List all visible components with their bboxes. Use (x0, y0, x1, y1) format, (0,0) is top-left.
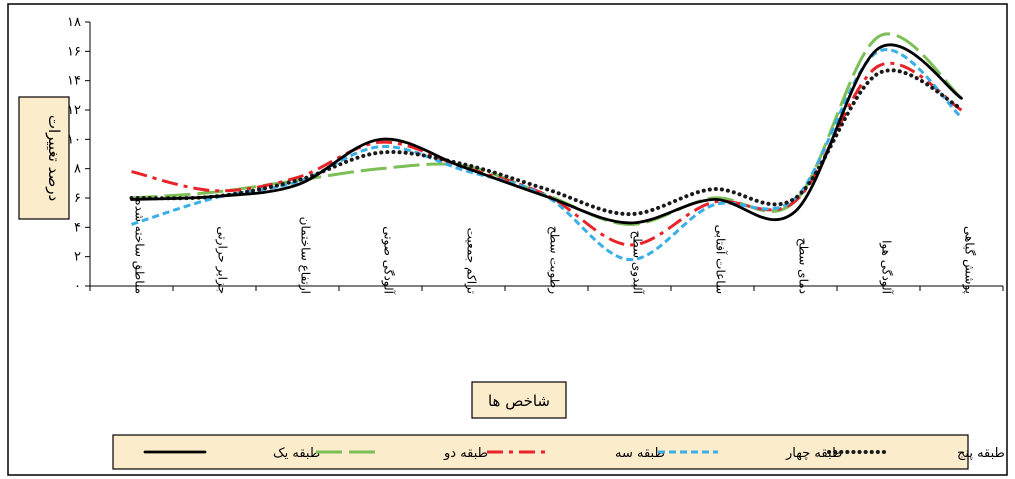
series-line-5 (129, 68, 964, 217)
x-axis-title-group: شاخص ها (471, 381, 567, 419)
legend-label-3: طبقه سه (615, 446, 665, 461)
y-tick-label: ۸ (74, 162, 81, 177)
x-category-label: جزایر حرارتی (215, 226, 230, 294)
legend-label-4: طبقه چهار (785, 446, 842, 461)
x-category-label: تراکم جمعیت (464, 228, 479, 294)
x-category-label: آلودگی هوا (879, 240, 895, 295)
plot-area: ۰ ۲ ۴ ۶ ۸ ۱۰ ۱۲ ۱۴ ۱۶ ۱۸ مناطق ساخته شده جزایر حرا… (67, 15, 1004, 295)
x-category-label: پوشش گیاهی (962, 226, 977, 294)
y-tick-label: ۱۸ (67, 15, 81, 30)
y-tick-label: ۲ (74, 250, 81, 265)
y-tick-label: ۶ (74, 191, 81, 206)
x-axis-title-box (471, 381, 567, 419)
series-line-4 (131, 48, 963, 262)
y-tick-label: ۱۰ (67, 132, 81, 147)
legend-box (112, 434, 969, 470)
x-category-label: رطوبت سطح (547, 226, 562, 294)
legend-items: طبقه یک طبقه دو طبقه سه طبقه چهار طبقه پنج (143, 446, 1005, 461)
legend: طبقه یک طبقه دو طبقه سه طبقه چهار طبقه پنج (112, 434, 1005, 470)
x-axis-title: شاخص ها (488, 392, 550, 410)
y-axis-title-group: درصد تغییرات (18, 96, 70, 220)
x-category-label: آلبدوی سطح (630, 230, 646, 294)
legend-label-1: طبقه یک (273, 446, 320, 461)
y-axis-title: درصد تغییرات (45, 115, 63, 201)
series-line-1 (130, 43, 963, 225)
y-tick-label: ۱۶ (67, 44, 81, 59)
y-axis-title-box (18, 96, 70, 220)
legend-label-2: طبقه دو (443, 446, 488, 461)
x-category-label: آلودگی صوتی (381, 226, 397, 294)
x-category-label: دمای سطح (797, 238, 811, 294)
x-category-label: ساعات آفتابی (714, 225, 729, 294)
y-tick-label: ۰ (74, 279, 81, 294)
y-tick-label: ۱۲ (67, 103, 81, 118)
series-line-3 (131, 61, 963, 247)
y-tick-label: ۴ (74, 220, 81, 235)
series-group (129, 32, 964, 262)
x-category-label: مناطق ساخته شده (132, 199, 147, 294)
x-category-label: ارتفاع ساختمان (298, 217, 313, 294)
y-tick-label: ۱۴ (67, 74, 81, 89)
legend-label-5: طبقه پنج (957, 446, 1005, 461)
y-ticks: ۰ ۲ ۴ ۶ ۸ ۱۰ ۱۲ ۱۴ ۱۶ ۱۸ (67, 15, 90, 294)
